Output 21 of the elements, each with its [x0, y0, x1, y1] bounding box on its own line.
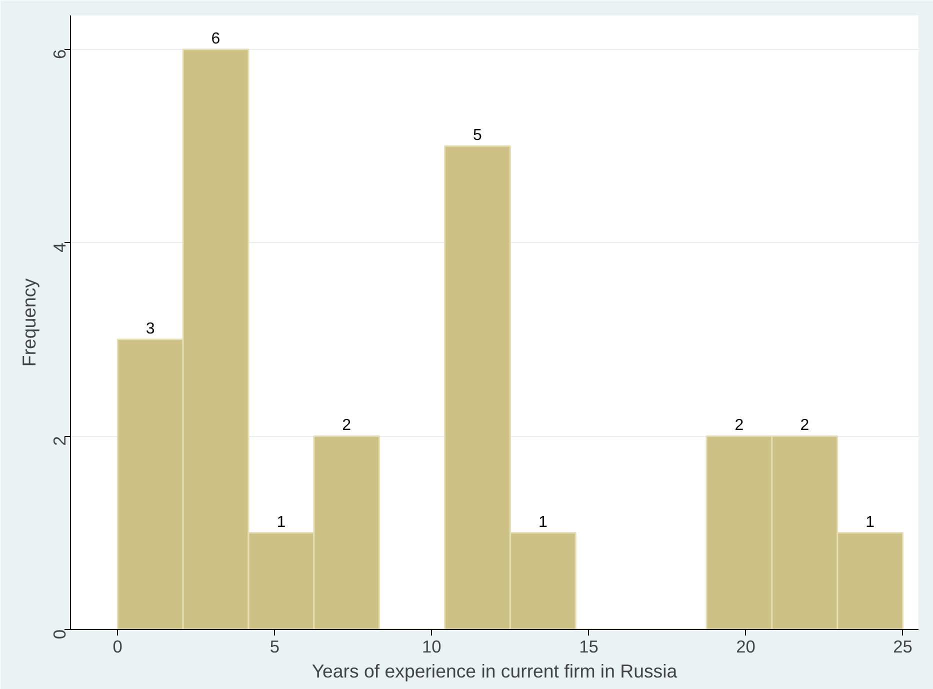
- x-tick-label: 5: [270, 636, 280, 656]
- data-label: 2: [800, 417, 810, 434]
- y-tick-label: 0: [50, 629, 70, 640]
- data-label: 6: [211, 30, 220, 48]
- x-tick-label: 15: [579, 636, 598, 656]
- y-axis-title: Frequency: [18, 278, 40, 367]
- data-label: 2: [734, 417, 744, 434]
- y-tick-label: 2: [50, 436, 70, 446]
- x-tick-label: 20: [736, 636, 756, 656]
- x-axis-title: Years of experience in current firm in Russia: [312, 660, 678, 682]
- data-label: 1: [538, 514, 548, 531]
- y-tick-label: 6: [50, 49, 70, 59]
- y-tick-label: 4: [50, 242, 70, 252]
- x-tick-label: 10: [422, 636, 442, 656]
- data-label: 1: [276, 514, 286, 531]
- data-label: 2: [342, 417, 352, 434]
- data-label: 3: [146, 320, 155, 338]
- data-label: 5: [473, 127, 482, 144]
- data-label: 1: [866, 514, 875, 531]
- x-tick-label: 25: [893, 636, 912, 656]
- x-tick-label: 0: [112, 636, 122, 656]
